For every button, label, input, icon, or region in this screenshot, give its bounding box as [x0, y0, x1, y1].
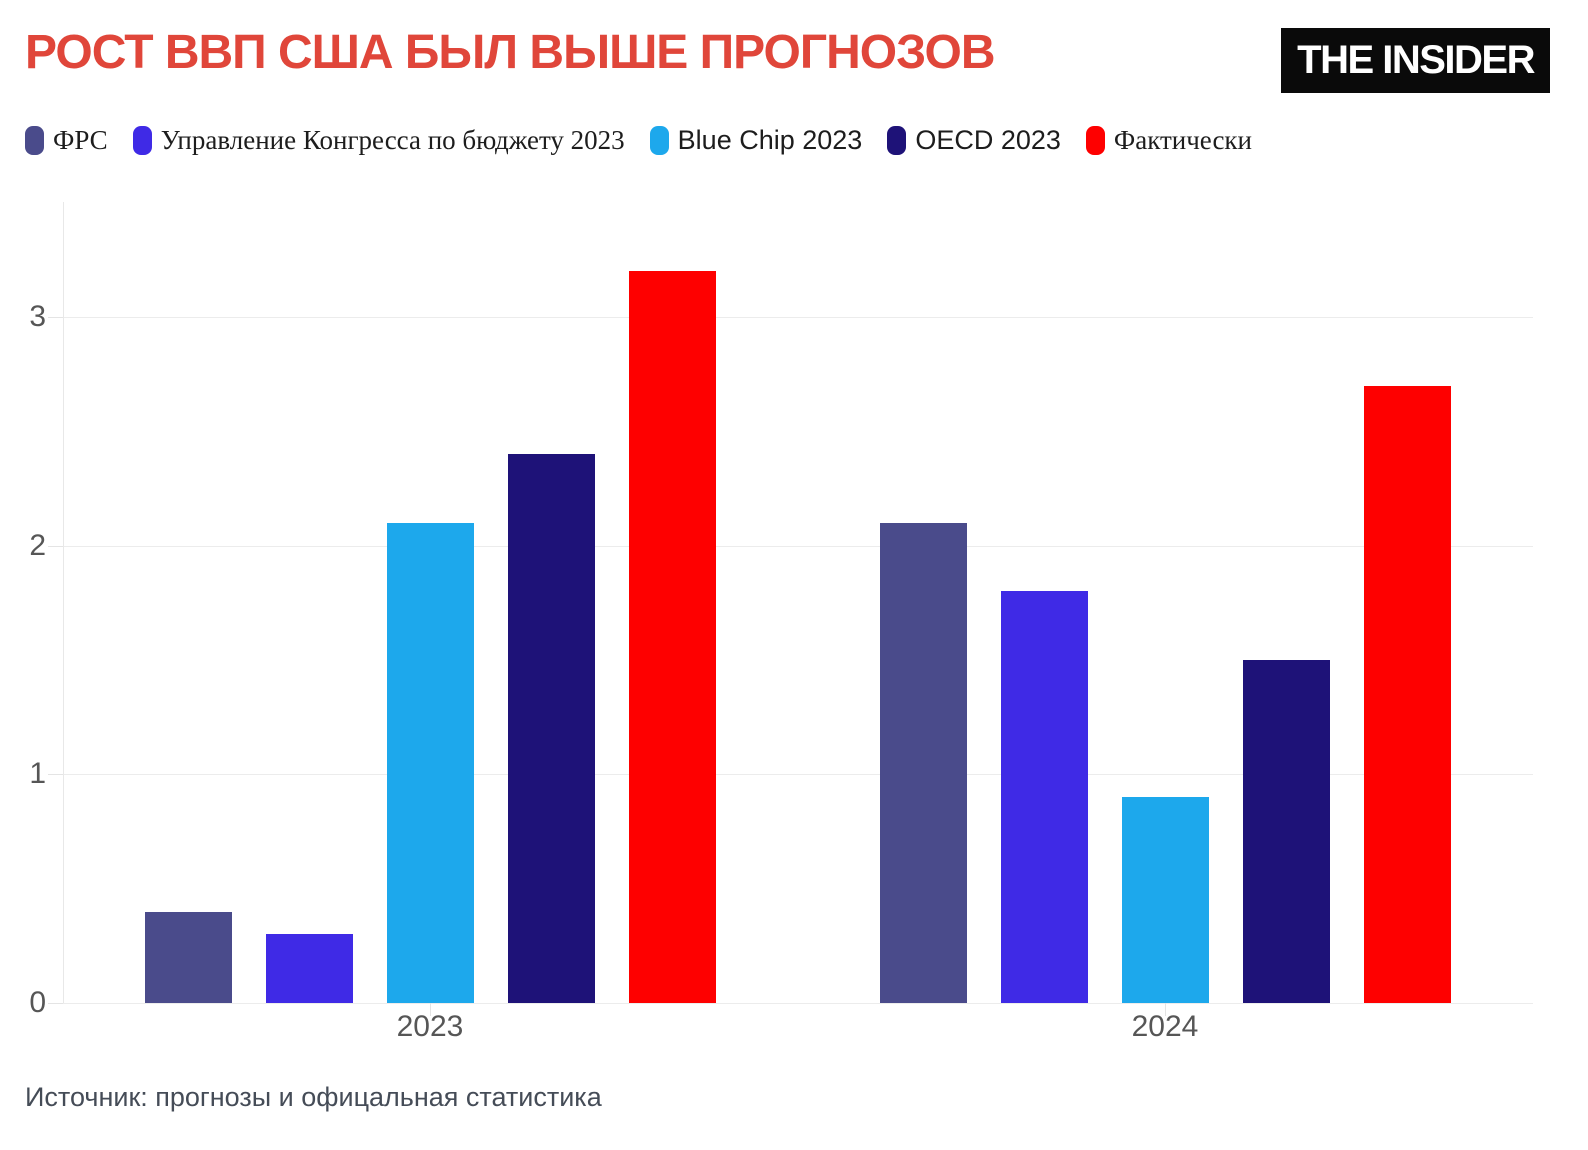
ytick-mark	[48, 316, 63, 318]
legend-item-5: Фактически	[1085, 125, 1253, 156]
ytick-mark	[48, 1003, 63, 1004]
xtick-mark	[1165, 1003, 1166, 1016]
bar-2023-series1	[144, 912, 232, 1003]
bar-2023-series4	[507, 454, 595, 1003]
gridline-y0	[63, 1003, 1533, 1004]
gridline-y1	[63, 774, 1533, 776]
ytick-mark	[48, 774, 63, 776]
gridline-y2	[63, 545, 1533, 547]
ytick-mark	[48, 545, 63, 547]
legend-item-1: ФРС	[25, 125, 108, 156]
bar-2024-series3	[1121, 797, 1209, 1003]
ytick-label: 1	[29, 757, 46, 791]
legend-label: Фактически	[1113, 125, 1253, 155]
legend-swatch-icon	[132, 126, 152, 155]
logo-text: THE INSIDER	[1297, 38, 1535, 82]
legend-swatch-icon	[887, 126, 907, 155]
ytick-label: 2	[29, 528, 46, 562]
the-insider-logo: THE INSIDER	[1281, 28, 1550, 93]
bar-2024-series2	[1000, 591, 1088, 1003]
source-note: Источник: прогнозы и офицальная статисти…	[25, 1082, 602, 1112]
bar-2024-series1	[879, 523, 967, 1003]
legend-item-3: Blue Chip 2023	[649, 125, 863, 156]
legend-item-2: Управление Конгресса по бюджету 2023	[132, 125, 625, 156]
xtick-label-2023: 2023	[396, 1010, 464, 1043]
xtick-label-2024: 2024	[1131, 1010, 1199, 1043]
legend-swatch-icon	[649, 126, 669, 155]
ytick-label: 0	[29, 986, 46, 1019]
legend-label: Blue Chip 2023	[677, 125, 863, 155]
legend-swatch-icon	[1085, 126, 1105, 155]
legend-label: Управление Конгресса по бюджету 2023	[160, 125, 625, 155]
bar-2023-series2	[265, 934, 353, 1003]
bar-2024-series5	[1363, 386, 1451, 1003]
ytick-label: 3	[29, 299, 46, 333]
page-title: РОСТ ВВП США БЫЛ ВЫШЕ ПРОГНОЗОВ	[25, 26, 996, 79]
gridline-y3	[63, 316, 1533, 318]
xtick-mark	[430, 1003, 431, 1016]
bar-2023-series5	[628, 271, 716, 1003]
legend-label: OECD 2023	[915, 125, 1061, 155]
legend-item-4: OECD 2023	[887, 125, 1061, 156]
bar-2023-series3	[386, 523, 474, 1003]
legend-label: ФРС	[53, 125, 108, 155]
bar-2024-series4	[1242, 660, 1330, 1003]
legend-swatch-icon	[25, 126, 44, 155]
y-axis-line	[63, 202, 64, 1003]
chart-legend: ФРС Управление Конгресса по бюджету 2023 B…	[25, 125, 1252, 156]
